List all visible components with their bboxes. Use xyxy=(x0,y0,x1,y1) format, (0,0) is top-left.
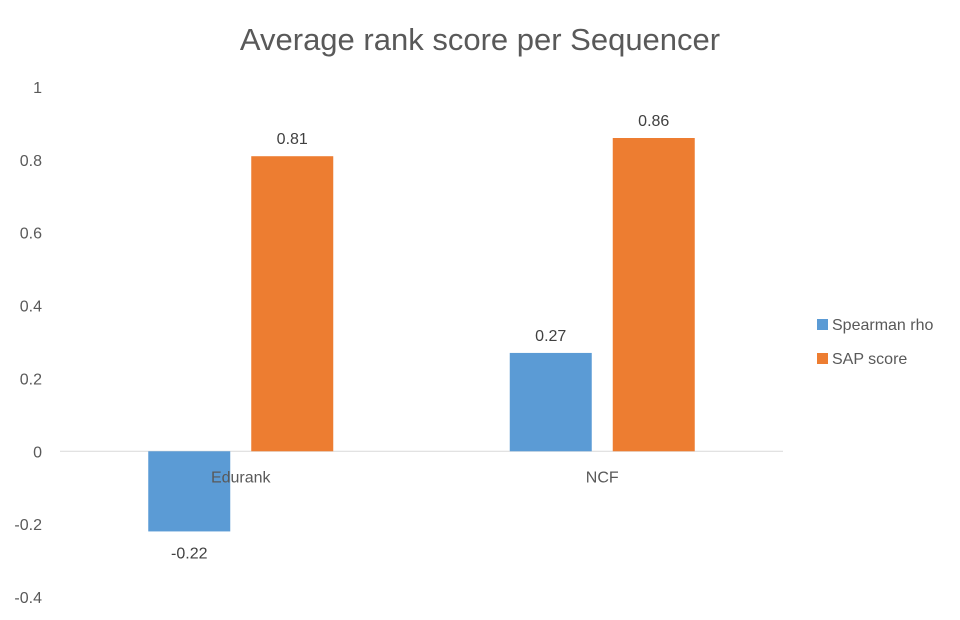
legend-swatch xyxy=(817,319,828,330)
category-label: NCF xyxy=(586,469,619,486)
bar xyxy=(148,451,231,532)
y-tick-label: 0 xyxy=(33,444,42,461)
data-label: 0.27 xyxy=(535,328,566,345)
bar xyxy=(509,352,592,452)
chart-title: Average rank score per Sequencer xyxy=(240,22,720,57)
y-tick-label: 0.6 xyxy=(20,226,42,243)
category-labels: Edurank NCF xyxy=(211,469,619,486)
y-axis-ticks: 1 0.8 0.6 0.4 0.2 0 -0.2 -0.4 xyxy=(14,80,42,607)
bar xyxy=(612,138,695,452)
data-label: -0.22 xyxy=(171,545,208,562)
y-tick-label: 0.4 xyxy=(20,299,42,316)
y-tick-label: 0.2 xyxy=(20,371,42,388)
legend-swatch xyxy=(817,353,828,364)
category-label: Edurank xyxy=(211,469,272,486)
y-tick-label: 1 xyxy=(33,80,42,97)
data-labels: -0.22 0.81 0.27 0.86 xyxy=(171,113,669,562)
data-label: 0.81 xyxy=(277,131,308,148)
legend-label: SAP score xyxy=(832,351,907,368)
bar xyxy=(251,156,334,452)
legend-label: Spearman rho xyxy=(832,317,933,334)
legend: Spearman rho SAP score xyxy=(817,317,933,368)
y-tick-label: 0.8 xyxy=(20,153,42,170)
data-label: 0.86 xyxy=(638,113,669,130)
bars xyxy=(148,138,695,532)
y-tick-label: -0.2 xyxy=(14,517,42,534)
y-tick-label: -0.4 xyxy=(14,590,42,607)
